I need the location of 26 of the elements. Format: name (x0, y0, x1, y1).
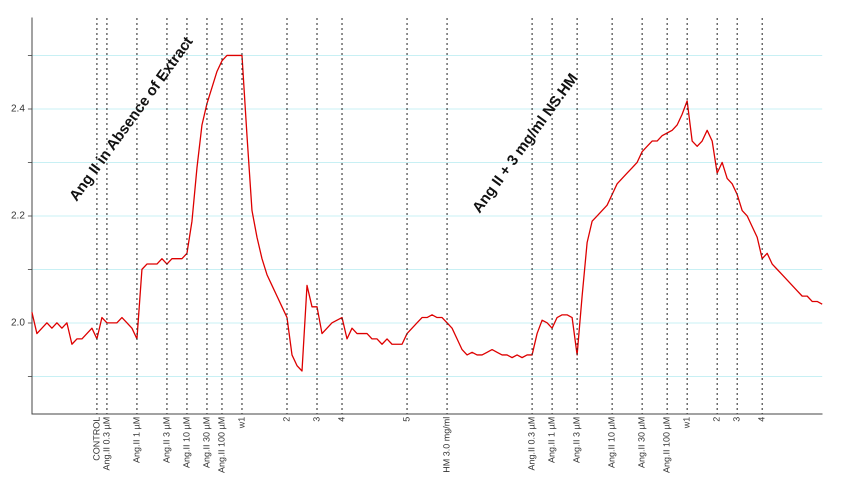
x-tick-label: Ang.II 0.3 µM (526, 416, 537, 471)
x-tick-label: HM 3.0 mg/ml (442, 416, 452, 473)
x-tick-label: Ang.II 30 µM (636, 416, 647, 468)
x-tick-label: w1 (236, 416, 246, 430)
x-tick-label: Ang.II 10 µM (606, 416, 617, 468)
x-tick-label: Ang.II 3 µM (161, 416, 172, 464)
x-tick-label: Ang.II 100 µM (662, 416, 672, 474)
x-tick-label: 3 (732, 416, 742, 422)
x-tick-label: Ang.II 1 µM (131, 416, 142, 464)
x-tick-label: Ang.II 30 µM (201, 416, 212, 468)
y-tick-label: 2.0 (10, 318, 26, 329)
x-tick-label: 4 (336, 416, 347, 422)
x-tick-label: 2 (281, 416, 292, 422)
x-tick-label: Ang.II 3 µM (572, 416, 582, 464)
y-tick-label: 2.4 (10, 104, 26, 115)
x-tick-label: Ang.II 100 µM (216, 416, 226, 474)
x-tick-label: 5 (402, 416, 412, 422)
x-tick-label: 4 (756, 416, 767, 422)
y-tick-label: 2.2 (10, 210, 26, 222)
x-tick-label: Ang.II 0.3 µM (101, 416, 112, 471)
x-tick-label: 3 (311, 416, 322, 422)
x-tick-label: CONTROL (91, 416, 102, 461)
x-tick-label: Ang.II 10 µM (181, 416, 192, 468)
x-tick-label: w1 (682, 416, 692, 430)
x-tick-label: Ang.II 1 µM (546, 416, 557, 464)
x-tick-label: 2 (712, 416, 722, 422)
